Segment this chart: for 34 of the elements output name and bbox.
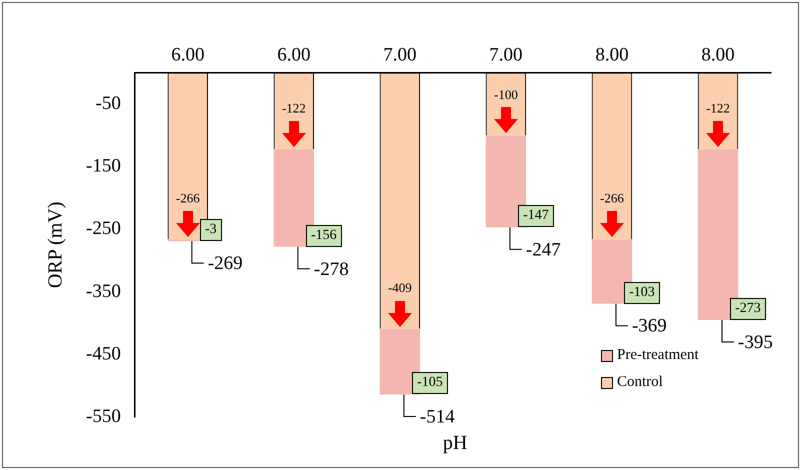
data-label: -266 (176, 190, 200, 206)
x-tick-label: 8.00 (595, 44, 629, 66)
legend-label: Pre-treatment (617, 347, 699, 364)
x-tick-label: 7.00 (383, 44, 417, 66)
y-axis-title: ORP (mV) (44, 202, 66, 288)
data-label: -266 (600, 190, 624, 206)
data-label: -103 (624, 282, 660, 304)
total-label: -278 (314, 258, 349, 280)
data-label: -409 (388, 280, 412, 296)
y-tick-label: -50 (96, 93, 121, 114)
x-tick-label: 6.00 (171, 44, 204, 66)
y-tick-label: -350 (86, 280, 121, 302)
y-tick-label: -550 (86, 406, 121, 427)
y-tick-label: -250 (86, 218, 121, 240)
data-label: -100 (494, 86, 518, 102)
data-label: -122 (282, 100, 306, 116)
data-label: -273 (730, 298, 766, 320)
data-label: -156 (306, 224, 342, 247)
total-label: -247 (526, 239, 561, 260)
total-label: -269 (208, 253, 243, 274)
data-label: -122 (706, 100, 730, 116)
data-label: -147 (518, 205, 554, 228)
x-tick-label: 6.00 (277, 44, 310, 66)
data-label: -105 (412, 372, 448, 394)
total-label: -395 (738, 332, 773, 353)
x-axis-title: pH (442, 432, 468, 455)
y-tick-label: -450 (86, 343, 121, 364)
total-label: -514 (420, 406, 456, 428)
x-tick-label: 8.00 (701, 44, 735, 66)
data-label: -3 (200, 219, 222, 242)
y-tick-label: -150 (86, 156, 121, 177)
legend-label: Control (617, 374, 663, 391)
x-tick-label: 7.00 (489, 44, 523, 66)
total-label: -369 (632, 316, 667, 337)
